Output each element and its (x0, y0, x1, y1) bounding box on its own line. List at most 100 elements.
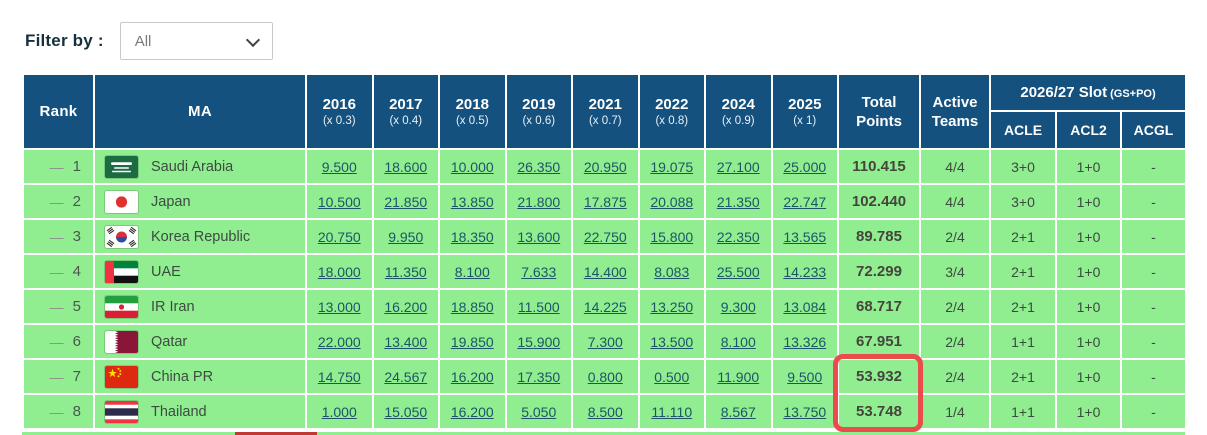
year-value-link[interactable]: 25.000 (783, 158, 827, 175)
year-value-cell: 21.850 (371, 183, 440, 220)
col-header-year-2025: 2025 (x 1) (770, 73, 839, 150)
table-row: —5 IR Iran 13.000 16.200 18.850 11.500 14.225 1… (22, 288, 1188, 325)
year-value-link[interactable]: 8.083 (654, 263, 690, 280)
year-value-link[interactable]: 21.800 (517, 193, 561, 210)
year-value-cell: 14.750 (305, 358, 374, 395)
year-value-link[interactable]: 27.100 (716, 158, 760, 175)
year-value-link[interactable]: 21.850 (384, 193, 428, 210)
year-value-link[interactable]: 20.950 (583, 158, 627, 175)
year-value-link[interactable]: 11.110 (651, 403, 693, 420)
year-value-link[interactable]: 11.900 (717, 368, 760, 385)
year-label: 2018 (455, 95, 489, 113)
year-value-link[interactable]: 13.084 (783, 298, 827, 315)
col-header-year-2022: 2022 (x 0.8) (637, 73, 706, 150)
active-teams-cell: 2/4 (919, 323, 991, 360)
year-value-link[interactable]: 9.500 (321, 158, 357, 175)
year-value-cell: 20.950 (571, 148, 640, 185)
slot-group-subtitle: (GS+PO) (1110, 87, 1156, 100)
year-value-link[interactable]: 14.400 (583, 263, 627, 280)
year-value-link[interactable]: 20.088 (650, 193, 694, 210)
year-value-cell: 17.875 (571, 183, 640, 220)
year-value-link[interactable]: 15.800 (650, 228, 694, 245)
filter-select[interactable]: All (119, 22, 273, 60)
rank-number: 5 (72, 298, 81, 315)
year-value-link[interactable]: 0.800 (587, 368, 623, 385)
year-value-link[interactable]: 26.350 (517, 158, 561, 175)
year-value-link[interactable]: 15.050 (384, 403, 428, 420)
year-value-link[interactable]: 19.850 (450, 333, 494, 350)
year-value-link[interactable]: 14.225 (583, 298, 627, 315)
slot-cell-acgl: - (1119, 323, 1188, 360)
year-value-link[interactable]: 13.850 (450, 193, 494, 210)
year-value-link[interactable]: 9.500 (787, 368, 823, 385)
year-value-cell: 11.900 (704, 358, 773, 395)
year-value-link[interactable]: 11.500 (517, 298, 560, 315)
year-value-link[interactable]: 1.000 (321, 403, 357, 420)
year-value-link[interactable]: 24.567 (384, 368, 428, 385)
year-value-link[interactable]: 5.050 (521, 403, 557, 420)
year-value-link[interactable]: 7.633 (521, 263, 557, 280)
total-points-cell: 68.717 (837, 288, 921, 325)
year-value-link[interactable]: 22.747 (783, 193, 827, 210)
table-row: —3 Korea Republic 20.750 9.950 18.350 13.600 2… (22, 218, 1188, 255)
year-value-cell: 25.000 (770, 148, 839, 185)
col-header-slot-acle: ACLE (989, 110, 1057, 150)
year-value-link[interactable]: 16.200 (450, 368, 494, 385)
year-value-link[interactable]: 18.000 (317, 263, 361, 280)
year-value-link[interactable]: 17.350 (517, 368, 561, 385)
year-value-link[interactable]: 14.750 (317, 368, 361, 385)
year-value-link[interactable]: 10.000 (450, 158, 494, 175)
year-value-link[interactable]: 18.350 (450, 228, 494, 245)
year-value-link[interactable]: 13.400 (384, 333, 428, 350)
year-value-link[interactable]: 9.950 (388, 228, 424, 245)
ma-cell: Thailand (93, 393, 307, 430)
slot-cell-acl2: 1+0 (1055, 393, 1122, 430)
year-value-link[interactable]: 22.350 (716, 228, 760, 245)
active-teams-cell: 2/4 (919, 288, 991, 325)
year-value-link[interactable]: 13.600 (517, 228, 561, 245)
year-value-link[interactable]: 16.200 (450, 403, 494, 420)
year-value-link[interactable]: 16.200 (384, 298, 428, 315)
year-value-link[interactable]: 0.500 (654, 368, 690, 385)
year-value-link[interactable]: 9.300 (720, 298, 756, 315)
slot-cell-acle: 2+1 (989, 288, 1057, 325)
year-value-link[interactable]: 20.750 (317, 228, 361, 245)
year-value-cell: 8.500 (571, 393, 640, 430)
year-value-link[interactable]: 10.500 (317, 193, 361, 210)
rank-trend-icon: — (49, 403, 64, 420)
year-value-link[interactable]: 13.000 (317, 298, 361, 315)
year-value-cell: 18.850 (438, 288, 507, 325)
year-value-link[interactable]: 7.300 (587, 333, 623, 350)
total-points-cell: 110.415 (837, 148, 921, 185)
year-value-link[interactable]: 22.750 (583, 228, 627, 245)
year-value-link[interactable]: 19.075 (650, 158, 694, 175)
year-value-link[interactable]: 15.900 (517, 333, 561, 350)
year-value-link[interactable]: 8.100 (720, 333, 756, 350)
year-value-link[interactable]: 17.875 (583, 193, 627, 210)
year-value-link[interactable]: 8.100 (454, 263, 490, 280)
year-value-cell: 22.747 (770, 183, 839, 220)
year-value-link[interactable]: 13.500 (650, 333, 694, 350)
year-value-link[interactable]: 8.500 (587, 403, 623, 420)
country-name: China PR (151, 368, 214, 385)
year-value-link[interactable]: 21.350 (716, 193, 760, 210)
year-label: 2016 (322, 95, 356, 113)
year-value-link[interactable]: 8.567 (720, 403, 756, 420)
year-value-link[interactable]: 18.850 (450, 298, 494, 315)
year-value-link[interactable]: 13.750 (783, 403, 827, 420)
year-value-link[interactable]: 25.500 (716, 263, 760, 280)
year-value-link[interactable]: 11.350 (384, 263, 427, 280)
year-value-cell: 18.000 (305, 253, 374, 290)
slot-cell-acle: 3+0 (989, 148, 1057, 185)
table-row: —4 UAE 18.000 11.350 8.100 7.633 14.400 8.083 25… (22, 253, 1188, 290)
rank-number: 7 (72, 368, 81, 385)
year-value-link[interactable]: 18.600 (384, 158, 428, 175)
year-value-link[interactable]: 14.233 (783, 263, 827, 280)
year-value-link[interactable]: 13.565 (783, 228, 827, 245)
ma-cell: Korea Republic (93, 218, 307, 255)
year-value-link[interactable]: 22.000 (317, 333, 361, 350)
year-value-link[interactable]: 13.326 (783, 333, 827, 350)
year-multiplier: (x 0.3) (322, 114, 356, 127)
year-value-cell: 13.500 (637, 323, 706, 360)
year-value-link[interactable]: 13.250 (650, 298, 694, 315)
